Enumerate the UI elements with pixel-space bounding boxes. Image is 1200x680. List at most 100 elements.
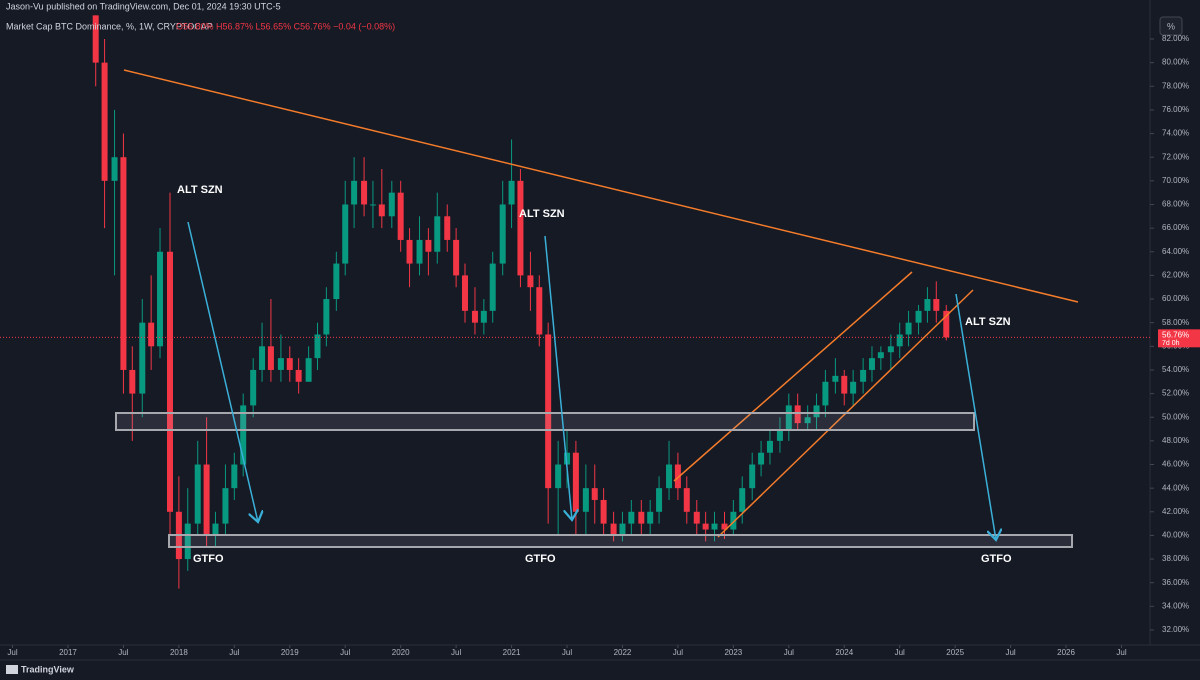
unit-button[interactable] xyxy=(1159,16,1183,36)
y-tick-label: 36.00% xyxy=(1162,578,1189,587)
candle-body xyxy=(776,429,783,441)
x-tick-label: 2023 xyxy=(724,648,742,657)
candle-body xyxy=(943,310,950,338)
x-tick-label: Jul xyxy=(784,648,794,657)
candle-body xyxy=(416,239,423,264)
candle-body xyxy=(489,263,496,311)
plot-area xyxy=(0,15,1150,589)
candle-body xyxy=(758,452,765,465)
y-tick-label: 72.00% xyxy=(1162,152,1189,161)
candle-body xyxy=(471,310,478,323)
x-tick-label: Jul xyxy=(7,648,17,657)
candle-body xyxy=(628,511,635,524)
candle-body xyxy=(203,464,210,536)
candle-body xyxy=(887,346,894,353)
candle-body xyxy=(434,216,441,252)
candle-body xyxy=(915,310,922,323)
candle-body xyxy=(461,275,468,311)
candle-body xyxy=(536,287,543,335)
candle-body xyxy=(905,322,912,335)
channel-upper xyxy=(673,271,913,482)
candle-body xyxy=(850,381,857,394)
candle-body xyxy=(231,464,238,489)
candle-body xyxy=(832,375,839,382)
candle-body xyxy=(555,464,562,489)
x-tick-label: Jul xyxy=(673,648,683,657)
candle-body xyxy=(139,322,146,394)
candle-body xyxy=(545,334,552,489)
candle-body xyxy=(378,204,385,217)
candle-body xyxy=(683,488,690,512)
x-tick-label: 2024 xyxy=(835,648,853,657)
y-tick-label: 46.00% xyxy=(1162,460,1189,469)
candle-body xyxy=(194,464,201,524)
arrow xyxy=(187,221,258,522)
y-tick-label: 42.00% xyxy=(1162,507,1189,516)
candle-body xyxy=(425,239,432,252)
candle-body xyxy=(222,488,229,524)
candle-body xyxy=(480,310,487,323)
candle-body xyxy=(638,511,645,524)
candle-body xyxy=(305,358,312,382)
candle-body xyxy=(693,511,700,524)
candle-body xyxy=(111,157,118,181)
x-tick-label: Jul xyxy=(118,648,128,657)
candle-body xyxy=(610,523,617,536)
candle-body xyxy=(184,523,191,560)
candle-body xyxy=(674,464,681,489)
candle-body xyxy=(499,204,506,264)
candle-body xyxy=(240,405,247,465)
brand: TradingView xyxy=(21,664,75,674)
candle-body xyxy=(167,251,174,512)
candle-body xyxy=(527,275,534,288)
candle-body xyxy=(591,488,598,500)
candle-body xyxy=(277,358,284,370)
candle-body xyxy=(702,523,709,530)
x-tick-label: Jul xyxy=(451,648,461,657)
candle-body xyxy=(342,204,349,264)
candle-body xyxy=(259,346,266,370)
candle-body xyxy=(148,322,155,347)
candle-body xyxy=(444,216,451,240)
candle-body xyxy=(351,180,358,205)
candle-body xyxy=(267,346,274,370)
candle-body xyxy=(397,192,404,240)
support-zone xyxy=(168,534,1073,548)
candle-body xyxy=(517,180,524,276)
candle-body xyxy=(666,464,673,489)
last-price-box xyxy=(1158,329,1200,348)
candle-body xyxy=(739,488,746,512)
x-tick-label: Jul xyxy=(229,648,239,657)
candle-body xyxy=(600,499,607,524)
candle-body xyxy=(286,358,293,370)
y-tick-label: 74.00% xyxy=(1162,129,1189,138)
candle-body xyxy=(721,523,728,530)
x-tick-label: 2021 xyxy=(503,648,521,657)
x-tick-label: 2026 xyxy=(1057,648,1075,657)
x-tick-label: Jul xyxy=(1005,648,1015,657)
y-tick-label: 68.00% xyxy=(1162,200,1189,209)
arrow xyxy=(544,235,572,520)
y-tick-label: 70.00% xyxy=(1162,176,1189,185)
candle-body xyxy=(794,405,801,424)
candle-body xyxy=(766,440,773,453)
candle-body xyxy=(877,352,884,359)
y-tick-label: 38.00% xyxy=(1162,554,1189,563)
candle-body xyxy=(860,369,867,382)
unit-button-label[interactable]: % xyxy=(1167,21,1175,31)
annotation: ALT SZN xyxy=(177,184,223,196)
candle-body xyxy=(813,405,820,418)
annotation: ALT SZN xyxy=(519,208,565,220)
candle-body xyxy=(101,62,108,181)
candle-body xyxy=(295,369,302,382)
candle-body xyxy=(582,488,589,512)
trend-line xyxy=(123,69,1079,303)
candle-body xyxy=(804,417,811,424)
candle-body xyxy=(619,523,626,536)
support-zone xyxy=(115,412,975,431)
candle-body xyxy=(212,523,219,536)
candle-body xyxy=(868,358,875,370)
symbol: Market Cap BTC Dominance, %, 1W, CRYPTOC… xyxy=(6,21,213,31)
x-tick-label: 2017 xyxy=(59,648,77,657)
candle-body xyxy=(361,180,368,205)
